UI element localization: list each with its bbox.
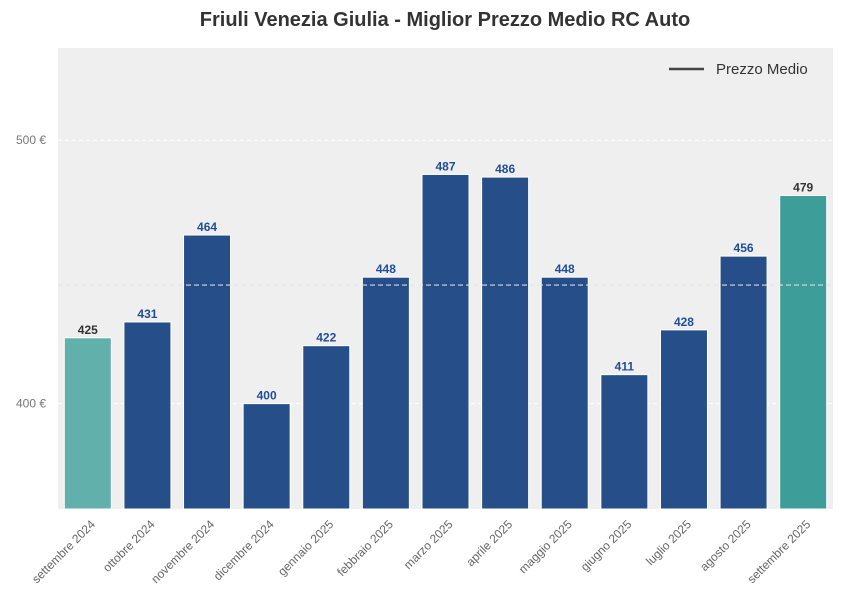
data-label: 431 (137, 307, 157, 321)
x-tick-label: maggio 2025 (516, 517, 575, 576)
x-tick-label: novembre 2024 (148, 517, 217, 586)
x-tick-label: dicembre 2024 (211, 517, 277, 583)
data-label: 422 (316, 331, 336, 345)
x-tick-label: agosto 2025 (697, 517, 754, 574)
data-label: 400 (257, 389, 277, 403)
bar (421, 173, 470, 510)
data-label: 487 (435, 159, 455, 173)
data-label: 448 (555, 262, 575, 276)
data-label: 479 (793, 181, 813, 195)
bar (600, 374, 649, 510)
bar (659, 329, 708, 510)
x-tick-label: marzo 2025 (401, 517, 456, 572)
y-tick-label: 500 € (16, 133, 46, 147)
x-tick-label: gennaio 2025 (275, 517, 337, 579)
data-label: 448 (376, 262, 396, 276)
bar (361, 276, 410, 510)
x-tick-label: febbraio 2025 (334, 517, 396, 579)
legend: Prezzo Medio (669, 61, 808, 78)
data-label: 411 (615, 360, 635, 374)
legend-label: Prezzo Medio (716, 61, 808, 78)
bar (719, 255, 768, 510)
x-tick-label: luglio 2025 (643, 517, 694, 568)
x-tick-label: settembre 2024 (29, 517, 98, 586)
data-label: 456 (734, 241, 754, 255)
bar (123, 321, 172, 510)
chart-title: Friuli Venezia Giulia - Miglior Prezzo M… (200, 9, 690, 31)
y-tick-label: 400 € (16, 397, 46, 411)
bar (540, 276, 589, 510)
data-label: 428 (674, 315, 694, 329)
bar (183, 234, 232, 510)
x-tick-label: ottobre 2024 (100, 517, 158, 575)
bar (242, 403, 291, 510)
bar (481, 176, 530, 510)
bar (779, 195, 828, 510)
x-tick-label: giugno 2025 (578, 517, 635, 574)
bar (63, 337, 112, 510)
data-label: 464 (197, 220, 217, 234)
x-tick-label: settembre 2025 (744, 517, 813, 586)
data-label: 425 (78, 323, 98, 337)
x-tick-label: aprile 2025 (463, 517, 515, 569)
bar (302, 345, 351, 510)
data-label: 486 (495, 162, 515, 176)
